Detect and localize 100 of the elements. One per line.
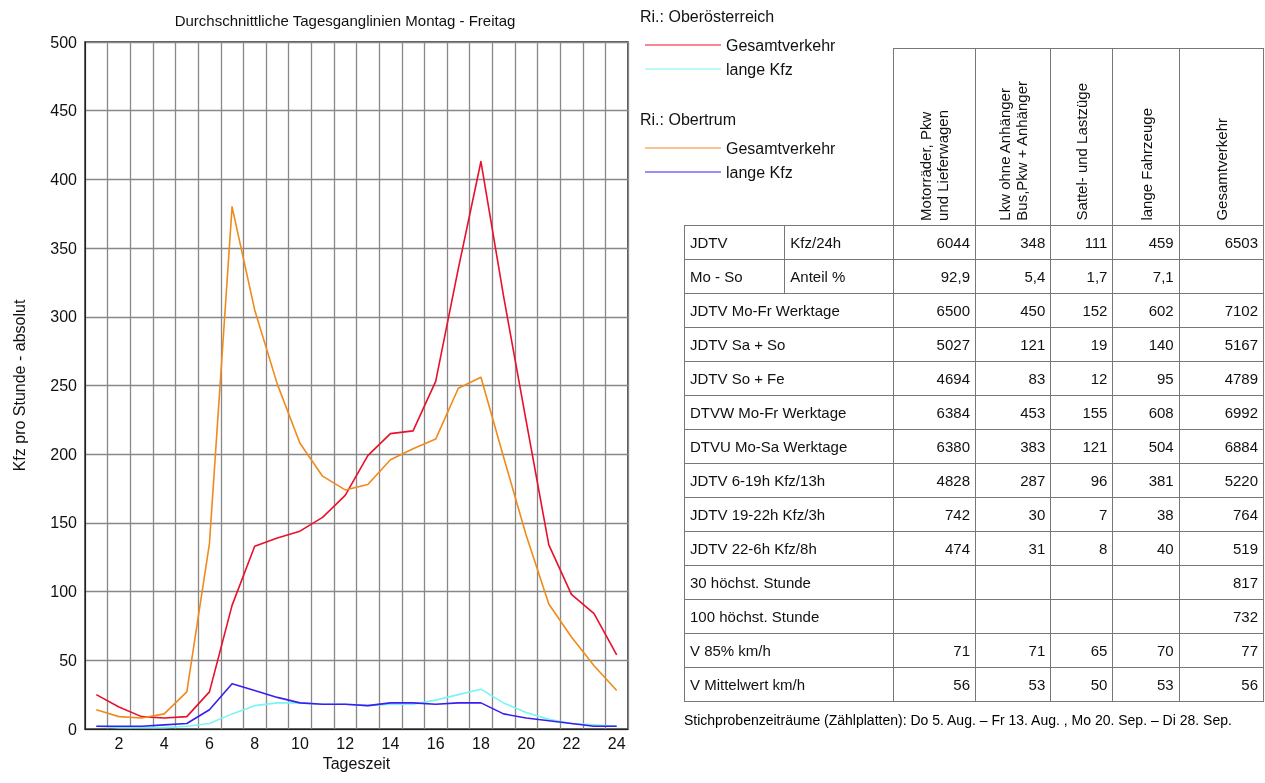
y-tick-label: 150 [50, 514, 78, 532]
category-label: Lkw ohne Anhänger Bus,Pkw + Anhänger [996, 81, 1031, 221]
category-label: JDTV 6-19h Kfz/13h [690, 472, 826, 489]
text: 31 [1028, 540, 1046, 557]
text: 519 [1232, 540, 1258, 557]
x-tick-label: 4 [159, 734, 169, 752]
text: 381 [1148, 472, 1174, 489]
text: 111 [1084, 234, 1108, 251]
text: 4828 [936, 472, 970, 489]
text: 6503 [1224, 234, 1258, 251]
text: 5027 [936, 336, 970, 353]
x-tick-label: 22 [562, 734, 581, 752]
category-label: DTVW Mo-Fr Werktage [690, 404, 847, 421]
text: 19 [1090, 336, 1108, 353]
category-label: Sattel- und Lastzüge [1073, 83, 1091, 221]
text: 1,7 [1086, 268, 1108, 285]
category-label: JDTV Sa + So [690, 336, 786, 353]
text: 77 [1241, 642, 1258, 659]
text: 71 [1028, 642, 1046, 659]
text: 459 [1148, 234, 1174, 251]
text: 53 [1028, 676, 1046, 693]
text: 95 [1156, 370, 1174, 387]
category-label: JDTV 22-6h Kfz/8h [690, 540, 817, 557]
text: 8 [1099, 540, 1108, 557]
text: 6884 [1224, 438, 1258, 455]
text: 56 [953, 676, 970, 693]
text: 65 [1090, 642, 1108, 659]
category-label: JDTV [690, 234, 728, 251]
y-tick-label: 200 [50, 445, 78, 463]
category-label: lange Fahrzeuge [1137, 108, 1155, 221]
text: 5,4 [1024, 268, 1046, 285]
text: 40 [1156, 540, 1174, 557]
category-label: V 85% km/h [690, 642, 771, 659]
x-tick-label: 14 [381, 734, 400, 752]
x-tick-label: 8 [250, 734, 260, 752]
text: 348 [1020, 234, 1046, 251]
y-tick-label: 500 [50, 33, 78, 51]
category-label: Gesamtverkehr [1212, 118, 1230, 221]
text: 6380 [936, 438, 970, 455]
text: 287 [1020, 472, 1046, 489]
y-tick-label: 50 [59, 651, 78, 669]
text: 140 [1148, 336, 1174, 353]
text: Ri.: Obertrum [640, 110, 737, 128]
text: 453 [1020, 404, 1046, 421]
text: 602 [1148, 302, 1174, 319]
y-axis-title: Kfz pro Stunde - absolut [10, 299, 28, 472]
x-axis-title: Tageszeit [322, 755, 391, 773]
text: 5167 [1224, 336, 1258, 353]
text: 4789 [1224, 370, 1258, 387]
text: 764 [1232, 506, 1258, 523]
x-tick-label: 12 [336, 734, 355, 752]
y-tick-label: 400 [50, 170, 78, 188]
text: 38 [1156, 506, 1174, 523]
category-label: JDTV So + Fe [690, 370, 785, 387]
category-label: Kfz/24h [790, 234, 842, 251]
text: Ri.: Oberösterreich [640, 7, 775, 25]
category-label: Motorräder, Pkw und Lieferwagen [917, 110, 952, 221]
y-tick-label: 300 [50, 308, 78, 326]
category-label: JDTV Mo-Fr Werktage [690, 302, 840, 319]
legend-label: lange Kfz [726, 60, 793, 78]
x-tick-label: 18 [472, 734, 490, 752]
text: 5220 [1224, 472, 1258, 489]
text: 4694 [936, 370, 970, 387]
category-label: Anteil % [790, 268, 846, 285]
text: 53 [1156, 676, 1174, 693]
text: 83 [1028, 370, 1046, 387]
text: 121 [1020, 336, 1046, 353]
y-tick-label: 250 [50, 377, 78, 394]
text: 56 [1241, 676, 1258, 693]
x-tick-label: 10 [291, 734, 309, 752]
text: 92,9 [940, 268, 970, 285]
text: 817 [1232, 574, 1258, 591]
category-label: 100 höchst. Stunde [690, 608, 820, 625]
text: 70 [1156, 642, 1174, 659]
y-tick-label: 350 [50, 239, 78, 257]
category-label: DTVU Mo-Sa Werktage [690, 438, 848, 455]
text: 450 [1020, 302, 1046, 319]
category-label: 30 höchst. Stunde [690, 574, 811, 591]
category-label: Mo - So [690, 268, 743, 285]
y-tick-label: 450 [50, 102, 78, 120]
category-label: V Mittelwert km/h [690, 676, 806, 693]
x-tick-label: 2 [114, 734, 124, 752]
y-tick-label: 0 [68, 720, 78, 738]
text: 96 [1090, 472, 1108, 489]
x-tick-label: 24 [607, 734, 626, 752]
text: 121 [1082, 438, 1108, 455]
legend-label: Gesamtverkehr [726, 139, 837, 157]
text: 6992 [1224, 404, 1258, 421]
chart-title: Durchschnittliche Tagesganglinien Montag - Freitag [174, 12, 516, 29]
text: 7,1 [1152, 268, 1174, 285]
text: 608 [1148, 404, 1174, 421]
text: 742 [944, 506, 970, 523]
text: 50 [1090, 676, 1108, 693]
category-label: JDTV 19-22h Kfz/3h [690, 506, 826, 523]
y-tick-label: 100 [50, 583, 78, 601]
text: 504 [1148, 438, 1174, 455]
text: 6044 [936, 234, 970, 251]
text: 6384 [936, 404, 970, 421]
x-tick-label: 20 [517, 734, 536, 752]
x-tick-label: 16 [426, 734, 445, 752]
